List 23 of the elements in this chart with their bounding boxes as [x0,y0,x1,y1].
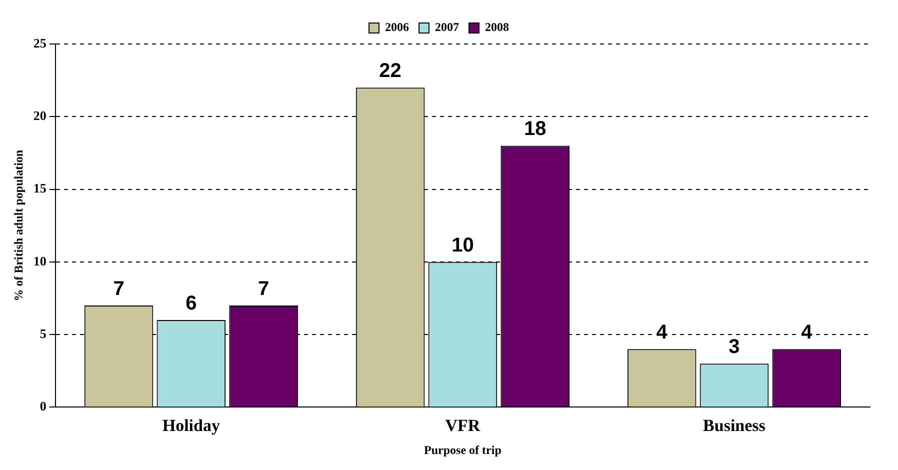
y-tick-label: 15 [33,180,47,196]
x-axis-title: Purpose of trip [424,442,502,457]
x-tick-label: Holiday [162,416,220,435]
data-label: 18 [524,118,546,140]
data-label: 7 [113,278,124,300]
data-label: 3 [728,336,740,358]
data-label: 4 [801,322,814,344]
data-label: 7 [258,278,270,300]
y-tick-label: 5 [40,326,47,341]
data-label: 22 [379,60,402,82]
y-tick-label: 20 [33,108,46,123]
x-tick-label: Business [703,416,766,435]
data-label: 4 [656,322,668,344]
y-tick-label: 25 [33,35,47,50]
legend-label: 2006 [385,20,409,34]
x-tick-label: VFR [445,416,481,435]
data-label: 6 [186,292,197,315]
legend-label: 2008 [485,20,509,34]
legend-label: 2007 [435,20,459,34]
y-tick-label: 0 [40,398,46,414]
data-label: 10 [452,234,474,256]
y-tick-label: 10 [33,253,46,268]
y-axis-title: % of British adult population [11,150,26,302]
